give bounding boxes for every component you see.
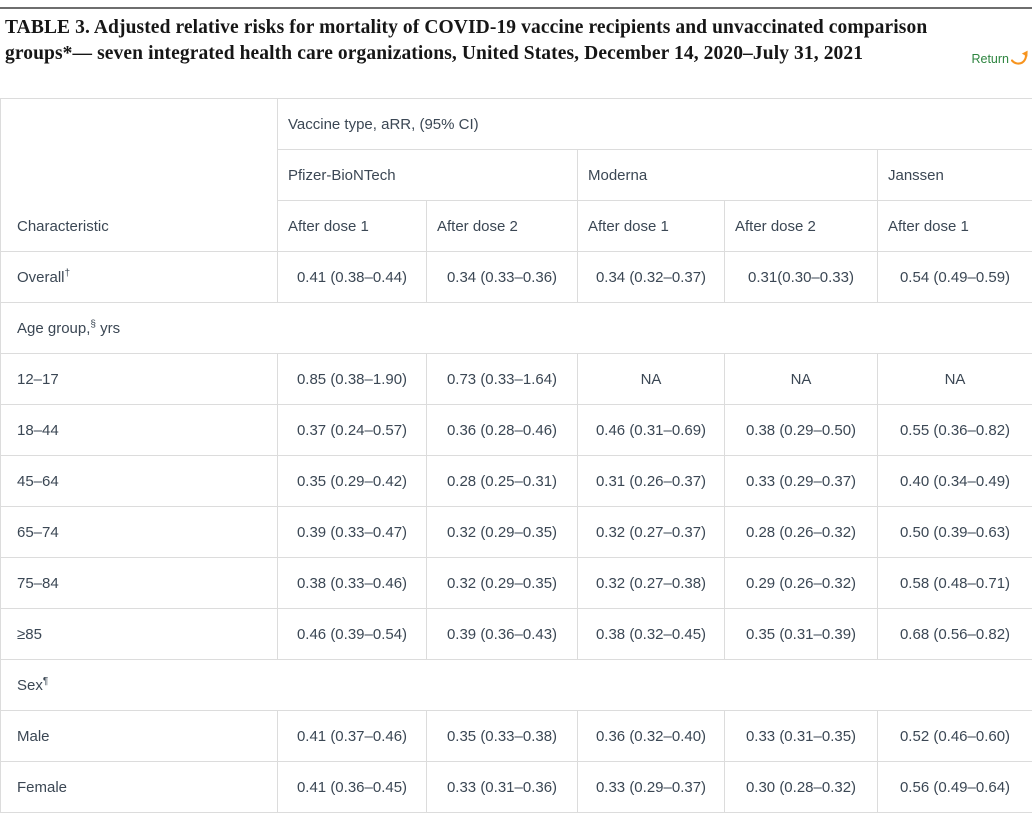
- value-cell: 0.39 (0.33–0.47): [277, 506, 427, 558]
- value-cell: 0.35 (0.33–0.38): [426, 710, 578, 762]
- header-row-group: Characteristic Vaccine type, aRR, (95% C…: [0, 98, 1032, 252]
- column-group-header: Vaccine type, aRR, (95% CI): [276, 98, 1032, 150]
- value-cell: 0.68 (0.56–0.82): [876, 608, 1032, 660]
- column-header-moderna: Moderna: [577, 149, 878, 201]
- top-divider: [0, 7, 1032, 9]
- value-cell: 0.50 (0.39–0.63): [876, 506, 1032, 558]
- column-header-moderna-dose2: After dose 2: [724, 200, 878, 252]
- section-label: Sex¶: [0, 659, 1032, 711]
- table-row: 45–64 0.35 (0.29–0.42) 0.28 (0.25–0.31) 0.3…: [0, 455, 1032, 507]
- table-row: 12–17 0.85 (0.38–1.90) 0.73 (0.33–1.64) NA N…: [0, 353, 1032, 405]
- value-cell: 0.33 (0.29–0.37): [577, 761, 725, 813]
- row-label: 65–74: [0, 506, 278, 558]
- value-cell: 0.35 (0.29–0.42): [277, 455, 427, 507]
- table-row: 18–44 0.37 (0.24–0.57) 0.36 (0.28–0.46) 0.4…: [0, 404, 1032, 456]
- value-cell: 0.32 (0.27–0.37): [577, 506, 725, 558]
- value-cell: 0.38 (0.33–0.46): [277, 557, 427, 609]
- table-row: ≥85 0.46 (0.39–0.54) 0.39 (0.36–0.43) 0.38 …: [0, 608, 1032, 660]
- value-cell: 0.31(0.30–0.33): [724, 251, 878, 303]
- value-cell: 0.28 (0.26–0.32): [724, 506, 878, 558]
- table-row: Male 0.41 (0.37–0.46) 0.35 (0.33–0.38) 0.36…: [0, 710, 1032, 762]
- return-link[interactable]: Return: [971, 50, 1030, 67]
- title-area: TABLE 3. Adjusted relative risks for mor…: [0, 9, 1032, 67]
- header-row-vaccines: Pfizer-BioNTech Moderna Janssen: [1, 149, 1032, 201]
- row-label: 12–17: [0, 353, 278, 405]
- section-row: Age group,§ yrs: [0, 302, 1032, 354]
- column-header-moderna-dose1: After dose 1: [577, 200, 725, 252]
- column-header-pfizer-dose1: After dose 1: [277, 200, 427, 252]
- row-label: Overall†: [0, 251, 278, 303]
- mortality-risk-table: Characteristic Vaccine type, aRR, (95% C…: [0, 98, 1032, 813]
- column-header-pfizer: Pfizer-BioNTech: [277, 149, 578, 201]
- value-cell: 0.30 (0.28–0.32): [724, 761, 878, 813]
- value-cell: 0.32 (0.27–0.38): [577, 557, 725, 609]
- value-cell: NA: [577, 353, 725, 405]
- table-header: Characteristic Vaccine type, aRR, (95% C…: [0, 98, 1032, 252]
- table-row: Female 0.41 (0.36–0.45) 0.33 (0.31–0.36) 0.…: [0, 761, 1032, 813]
- value-cell: 0.85 (0.38–1.90): [277, 353, 427, 405]
- value-cell: 0.52 (0.46–0.60): [876, 710, 1032, 762]
- table-body: Overall† 0.41 (0.38–0.44) 0.34 (0.33–0.36)…: [0, 251, 1032, 813]
- value-cell: 0.37 (0.24–0.57): [277, 404, 427, 456]
- table-row: Overall† 0.41 (0.38–0.44) 0.34 (0.33–0.36)…: [0, 251, 1032, 303]
- value-cell: 0.73 (0.33–1.64): [426, 353, 578, 405]
- value-cell: 0.41 (0.38–0.44): [277, 251, 427, 303]
- curved-return-arrow-icon: [1011, 50, 1030, 67]
- value-cell: NA: [724, 353, 878, 405]
- value-cell: NA: [876, 353, 1032, 405]
- row-label: 75–84: [0, 557, 278, 609]
- value-cell: 0.35 (0.31–0.39): [724, 608, 878, 660]
- header-row-doses: After dose 1 After dose 2 After dose 1 A…: [1, 200, 1032, 252]
- value-cell: 0.36 (0.28–0.46): [426, 404, 578, 456]
- return-link-label: Return: [971, 51, 1009, 66]
- row-label: Female: [0, 761, 278, 813]
- value-cell: 0.38 (0.29–0.50): [724, 404, 878, 456]
- table-row: 65–74 0.39 (0.33–0.47) 0.32 (0.29–0.35) 0.3…: [0, 506, 1032, 558]
- section-label: Age group,§ yrs: [0, 302, 1032, 354]
- value-cell: 0.33 (0.31–0.35): [724, 710, 878, 762]
- value-cell: 0.32 (0.29–0.35): [426, 557, 578, 609]
- value-cell: 0.41 (0.36–0.45): [277, 761, 427, 813]
- table-row: 75–84 0.38 (0.33–0.46) 0.32 (0.29–0.35) 0.3…: [0, 557, 1032, 609]
- value-cell: 0.54 (0.49–0.59): [876, 251, 1032, 303]
- value-cell: 0.33 (0.29–0.37): [724, 455, 878, 507]
- row-label: 18–44: [0, 404, 278, 456]
- column-header-janssen-dose1: After dose 1: [876, 200, 1032, 252]
- value-cell: 0.36 (0.32–0.40): [577, 710, 725, 762]
- column-header-pfizer-dose2: After dose 2: [426, 200, 578, 252]
- value-cell: 0.32 (0.29–0.35): [426, 506, 578, 558]
- value-cell: 0.39 (0.36–0.43): [426, 608, 578, 660]
- value-cell: 0.28 (0.25–0.31): [426, 455, 578, 507]
- section-row: Sex¶: [0, 659, 1032, 711]
- column-header-characteristic: Characteristic: [0, 98, 278, 252]
- value-cell: 0.41 (0.37–0.46): [277, 710, 427, 762]
- value-cell: 0.56 (0.49–0.64): [876, 761, 1032, 813]
- value-cell: 0.46 (0.39–0.54): [277, 608, 427, 660]
- value-cell: 0.34 (0.32–0.37): [577, 251, 725, 303]
- row-label: 45–64: [0, 455, 278, 507]
- value-cell: 0.34 (0.33–0.36): [426, 251, 578, 303]
- value-cell: 0.55 (0.36–0.82): [876, 404, 1032, 456]
- value-cell: 0.29 (0.26–0.32): [724, 557, 878, 609]
- value-cell: 0.58 (0.48–0.71): [876, 557, 1032, 609]
- value-cell: 0.40 (0.34–0.49): [876, 455, 1032, 507]
- page: TABLE 3. Adjusted relative risks for mor…: [0, 7, 1032, 813]
- value-cell: 0.33 (0.31–0.36): [426, 761, 578, 813]
- row-label: Male: [0, 710, 278, 762]
- value-cell: 0.38 (0.32–0.45): [577, 608, 725, 660]
- value-cell: 0.46 (0.31–0.69): [577, 404, 725, 456]
- column-header-janssen: Janssen: [876, 149, 1032, 201]
- page-title: TABLE 3. Adjusted relative risks for mor…: [5, 17, 928, 64]
- row-label: ≥85: [0, 608, 278, 660]
- value-cell: 0.31 (0.26–0.37): [577, 455, 725, 507]
